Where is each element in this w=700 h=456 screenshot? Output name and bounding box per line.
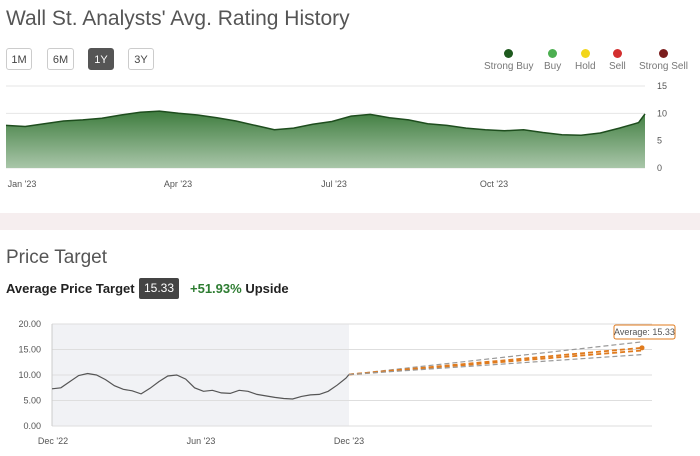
rating-y-tick-label: 10 bbox=[657, 108, 667, 118]
rating-area bbox=[6, 111, 645, 168]
forecast-line-low bbox=[348, 354, 643, 376]
average-price-target-label: Average Price Target bbox=[6, 281, 135, 296]
price-x-tick-label: Jun '23 bbox=[187, 436, 216, 446]
range-1m-button[interactable]: 1M bbox=[6, 48, 32, 70]
forecast-line-average bbox=[348, 349, 643, 376]
legend-hold[interactable]: Hold bbox=[575, 49, 596, 72]
rating-history-chart: 0 5 10 15 Jan '23 Apr '23 Jul '23 Oct '23 bbox=[5, 81, 667, 189]
legend-label: Buy bbox=[544, 61, 562, 72]
price-y-tick-label: 15.00 bbox=[18, 345, 41, 355]
legend-buy[interactable]: Buy bbox=[544, 49, 561, 72]
upside-percent: +51.93% bbox=[190, 281, 242, 296]
price-history-line bbox=[51, 372, 350, 400]
range-1y-button[interactable]: 1Y bbox=[88, 48, 114, 70]
legend-dot-strong-buy-icon bbox=[504, 49, 514, 58]
price-y-tick-label: 0.00 bbox=[23, 421, 41, 431]
legend-sell[interactable]: Sell bbox=[609, 49, 626, 72]
average-price-target-badge: 15.33 bbox=[139, 278, 180, 299]
range-3y-button[interactable]: 3Y bbox=[128, 48, 154, 70]
range-6m-button[interactable]: 6M bbox=[47, 48, 74, 70]
rating-y-tick-label: 0 bbox=[657, 163, 662, 173]
legend-dot-hold-icon bbox=[580, 49, 590, 58]
legend-label: Strong Buy bbox=[484, 61, 534, 72]
rating-x-tick-label: Jul '23 bbox=[321, 179, 347, 189]
price-x-tick-label: Dec '23 bbox=[334, 436, 364, 446]
section-divider bbox=[0, 213, 700, 230]
legend-label: Strong Sell bbox=[639, 61, 688, 72]
rating-x-tick-label: Jan '23 bbox=[8, 179, 37, 189]
price-x-tick-label: Dec '22 bbox=[38, 436, 68, 446]
price-y-tick-label: 5.00 bbox=[23, 396, 41, 406]
average-tooltip-text: Average: 15.33 bbox=[614, 327, 675, 337]
rating-x-tick-label: Oct '23 bbox=[480, 179, 508, 189]
legend-dot-sell-icon bbox=[612, 49, 622, 58]
price-target-title: Price Target bbox=[6, 247, 108, 268]
price-y-tick-label: 20.00 bbox=[18, 319, 41, 329]
upside-text: +51.93% Upside bbox=[190, 281, 289, 296]
legend-dot-strong-sell-icon bbox=[658, 49, 668, 58]
price-y-tick-label: 10.00 bbox=[18, 370, 41, 380]
rating-line bbox=[5, 110, 646, 136]
forecast-line-high bbox=[348, 341, 643, 376]
average-tooltip-box bbox=[613, 324, 676, 340]
legend-dot-buy-icon bbox=[548, 49, 558, 58]
legend-strong-sell[interactable]: Strong Sell bbox=[639, 49, 688, 72]
average-target-point bbox=[639, 345, 645, 351]
legend-label: Hold bbox=[575, 61, 596, 72]
rating-history-title: Wall St. Analysts' Avg. Rating History bbox=[6, 7, 350, 30]
rating-y-tick-label: 5 bbox=[657, 136, 662, 146]
legend-label: Sell bbox=[609, 61, 626, 72]
rating-x-tick-label: Apr '23 bbox=[164, 179, 192, 189]
legend-strong-buy[interactable]: Strong Buy bbox=[484, 49, 533, 72]
rating-y-tick-label: 15 bbox=[657, 81, 667, 91]
upside-word: Upside bbox=[245, 281, 289, 296]
